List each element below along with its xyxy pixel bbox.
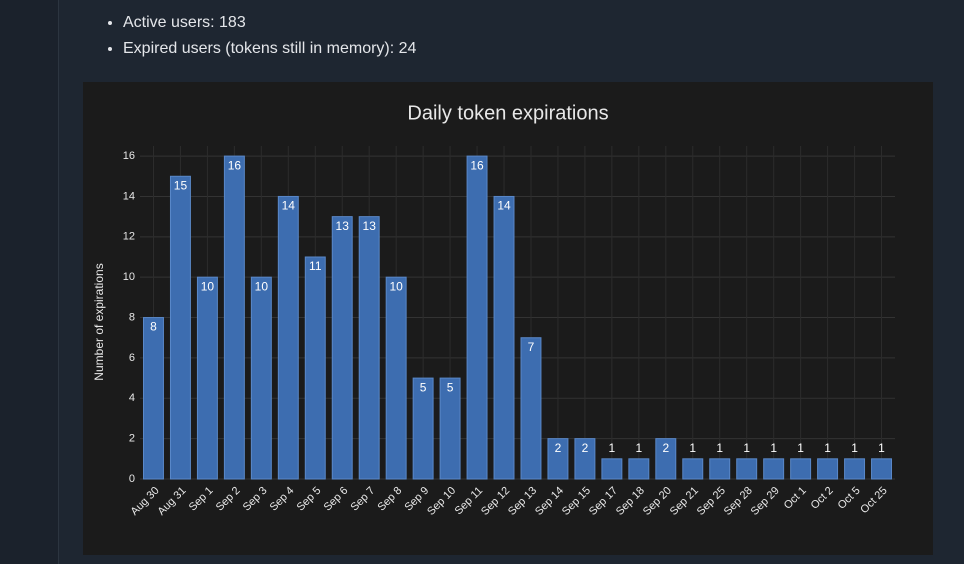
data-label: 11 xyxy=(309,259,322,273)
bar xyxy=(331,216,353,480)
data-label: 7 xyxy=(528,340,535,354)
bar xyxy=(304,256,326,480)
data-label: 16 xyxy=(228,158,242,172)
bar xyxy=(466,155,488,480)
data-label: 1 xyxy=(689,441,696,455)
bar xyxy=(250,276,272,480)
data-label: 1 xyxy=(824,441,831,455)
y-tick-label: 12 xyxy=(123,231,135,243)
bar xyxy=(385,276,407,480)
data-label: 10 xyxy=(201,279,215,293)
y-tick-label: 2 xyxy=(129,433,135,445)
bar xyxy=(277,195,299,480)
bar xyxy=(682,458,704,480)
data-label: 1 xyxy=(609,441,616,455)
bar xyxy=(412,377,434,480)
data-label: 1 xyxy=(716,441,723,455)
data-label: 2 xyxy=(582,441,589,455)
bar xyxy=(790,458,812,480)
y-tick-label: 0 xyxy=(129,473,135,485)
data-label: 5 xyxy=(420,380,427,394)
bar xyxy=(817,458,839,480)
bar xyxy=(601,458,623,480)
bar xyxy=(844,458,866,480)
bullet-item: Active users: 183 xyxy=(123,4,416,31)
chart-title: Daily token expirations xyxy=(407,102,608,124)
y-tick-label: 8 xyxy=(129,311,135,323)
bar xyxy=(574,438,596,480)
data-label: 14 xyxy=(282,199,296,213)
bar xyxy=(143,317,164,480)
data-label: 14 xyxy=(497,199,511,213)
data-label: 13 xyxy=(363,219,377,233)
y-tick-label: 4 xyxy=(129,392,135,404)
data-label: 13 xyxy=(336,219,350,233)
bar xyxy=(628,458,650,480)
bar xyxy=(358,216,380,480)
y-tick-label: 16 xyxy=(123,150,135,162)
bullet-list: Active users: 183Expired users (tokens s… xyxy=(105,4,416,57)
bar xyxy=(520,337,542,480)
data-label: 1 xyxy=(770,441,777,455)
data-label: 15 xyxy=(174,178,188,192)
data-label: 8 xyxy=(150,320,157,334)
data-label: 5 xyxy=(447,380,454,394)
data-label: 2 xyxy=(662,441,669,455)
data-label: 2 xyxy=(555,441,562,455)
chart: Daily token expirations Number of expira… xyxy=(83,82,933,555)
y-tick-label: 10 xyxy=(123,271,135,283)
y-axis-label: Number of expirations xyxy=(92,263,106,380)
sidebar xyxy=(0,0,59,564)
bar xyxy=(871,458,892,480)
bar xyxy=(655,438,677,480)
data-label: 1 xyxy=(743,441,750,455)
bar xyxy=(493,195,515,480)
bar xyxy=(763,458,785,480)
data-label: 16 xyxy=(470,158,484,172)
data-label: 1 xyxy=(878,441,885,455)
data-label: 1 xyxy=(851,441,858,455)
y-tick-label: 6 xyxy=(129,352,135,364)
y-tick-label: 14 xyxy=(123,190,135,202)
bar xyxy=(439,377,461,480)
data-label: 1 xyxy=(635,441,642,455)
bar xyxy=(547,438,569,480)
bar xyxy=(169,175,191,480)
data-label: 10 xyxy=(389,279,403,293)
bar xyxy=(709,458,731,480)
bullet-item: Expired users (tokens still in memory): … xyxy=(123,30,416,57)
bar xyxy=(736,458,758,480)
data-label: 10 xyxy=(255,279,269,293)
data-label: 1 xyxy=(797,441,804,455)
bar xyxy=(223,155,245,480)
bar xyxy=(196,276,218,480)
